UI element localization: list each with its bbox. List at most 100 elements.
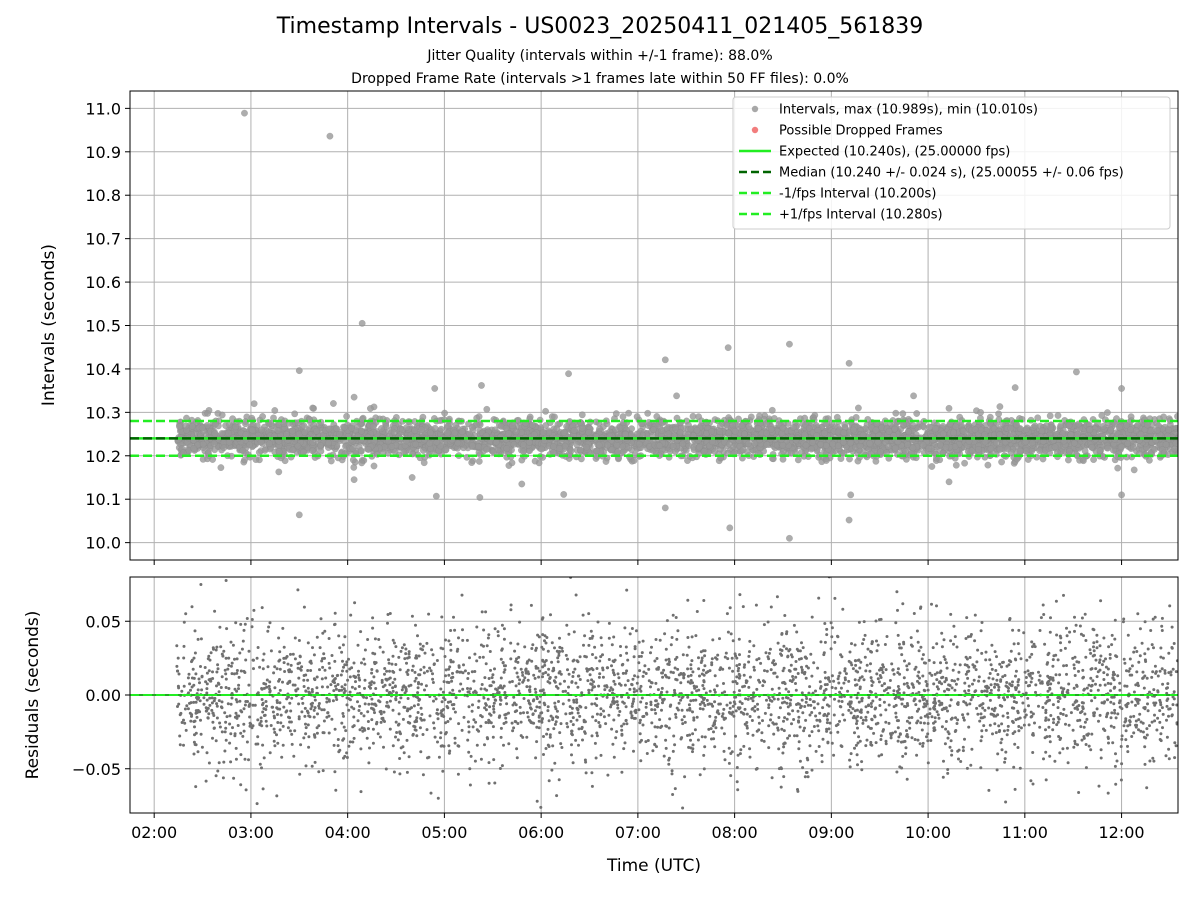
residual-point <box>205 698 209 702</box>
residual-point <box>631 677 635 681</box>
interval-point <box>553 425 561 433</box>
interval-point <box>687 425 695 433</box>
interval-point <box>891 444 899 452</box>
interval-point <box>950 429 957 437</box>
interval-point <box>250 400 258 408</box>
residual-point <box>222 649 226 653</box>
interval-point <box>556 444 563 452</box>
residual-point <box>204 779 208 783</box>
interval-point <box>739 446 747 454</box>
residual-point <box>954 682 958 686</box>
residual-point <box>1169 673 1173 677</box>
residual-point <box>260 606 264 610</box>
interval-point <box>583 443 591 451</box>
residual-point <box>593 741 597 745</box>
residual-point <box>756 702 759 706</box>
interval-point <box>1118 491 1126 499</box>
interval-point <box>650 426 658 433</box>
interval-point <box>283 430 290 438</box>
residual-point <box>1068 630 1072 634</box>
residual-point <box>1110 711 1114 715</box>
interval-point <box>333 425 341 433</box>
interval-point <box>1130 466 1138 474</box>
residual-point <box>725 703 729 707</box>
residual-point <box>901 602 905 606</box>
legend-marker <box>751 126 759 134</box>
residual-point <box>1155 728 1159 732</box>
residual-point <box>1110 643 1114 647</box>
residual-point <box>1138 627 1142 631</box>
residual-point <box>1026 669 1030 673</box>
residual-point <box>801 766 805 770</box>
residual-point <box>492 710 496 714</box>
residual-point <box>974 668 978 672</box>
residual-point <box>931 646 935 650</box>
interval-point <box>1038 427 1046 435</box>
residual-point <box>1004 800 1008 804</box>
interval-point <box>981 431 989 438</box>
residual-point <box>660 686 664 690</box>
residual-point <box>261 667 265 671</box>
residual-point <box>913 738 917 741</box>
residual-point <box>638 718 642 722</box>
residual-point <box>315 731 319 735</box>
interval-point <box>370 462 378 470</box>
interval-point <box>199 440 207 448</box>
residual-point <box>574 738 578 742</box>
interval-point <box>349 456 357 464</box>
interval-point <box>1074 430 1082 438</box>
residual-point <box>638 732 642 736</box>
residual-point <box>603 688 607 692</box>
y-tick-label: 10.0 <box>85 534 121 553</box>
interval-point <box>822 457 830 464</box>
residual-point <box>578 714 582 718</box>
interval-point <box>847 491 855 499</box>
residual-point <box>413 679 417 683</box>
interval-point <box>190 445 198 452</box>
interval-point <box>476 494 484 501</box>
residual-point <box>730 656 734 660</box>
residual-point <box>751 733 755 737</box>
residual-point <box>437 755 441 759</box>
residual-point <box>315 675 319 679</box>
interval-point <box>1096 447 1104 455</box>
interval-point <box>348 424 356 432</box>
interval-point <box>1114 464 1122 472</box>
residual-point <box>1021 701 1025 705</box>
residual-point <box>1059 648 1063 652</box>
interval-point <box>474 443 482 451</box>
residual-point <box>840 700 844 703</box>
residual-point <box>547 667 551 671</box>
interval-point <box>577 446 584 454</box>
residual-point <box>731 639 735 643</box>
residual-point <box>664 738 668 742</box>
residual-point <box>796 709 800 713</box>
interval-point <box>1171 445 1178 453</box>
interval-point <box>595 441 603 449</box>
residual-point <box>391 654 395 658</box>
interval-point <box>1153 426 1161 434</box>
residual-point <box>979 712 983 716</box>
interval-point <box>1036 447 1044 455</box>
interval-point <box>274 427 282 434</box>
interval-point <box>530 431 538 438</box>
interval-point <box>275 468 283 476</box>
residual-point <box>475 659 479 663</box>
interval-point <box>1079 457 1087 465</box>
residual-point <box>491 735 495 739</box>
interval-point <box>801 431 809 439</box>
residual-point <box>647 667 651 671</box>
residual-point <box>214 774 218 778</box>
interval-point <box>239 447 247 455</box>
interval-point <box>731 427 739 435</box>
interval-point <box>817 440 825 448</box>
interval-point <box>846 439 854 447</box>
interval-point <box>987 445 995 453</box>
residual-point <box>1096 688 1100 692</box>
residual-point <box>1049 714 1053 717</box>
interval-point <box>217 464 225 472</box>
interval-point <box>725 440 733 448</box>
residual-point <box>513 649 517 653</box>
residual-point <box>949 739 953 743</box>
residual-point <box>770 776 774 780</box>
